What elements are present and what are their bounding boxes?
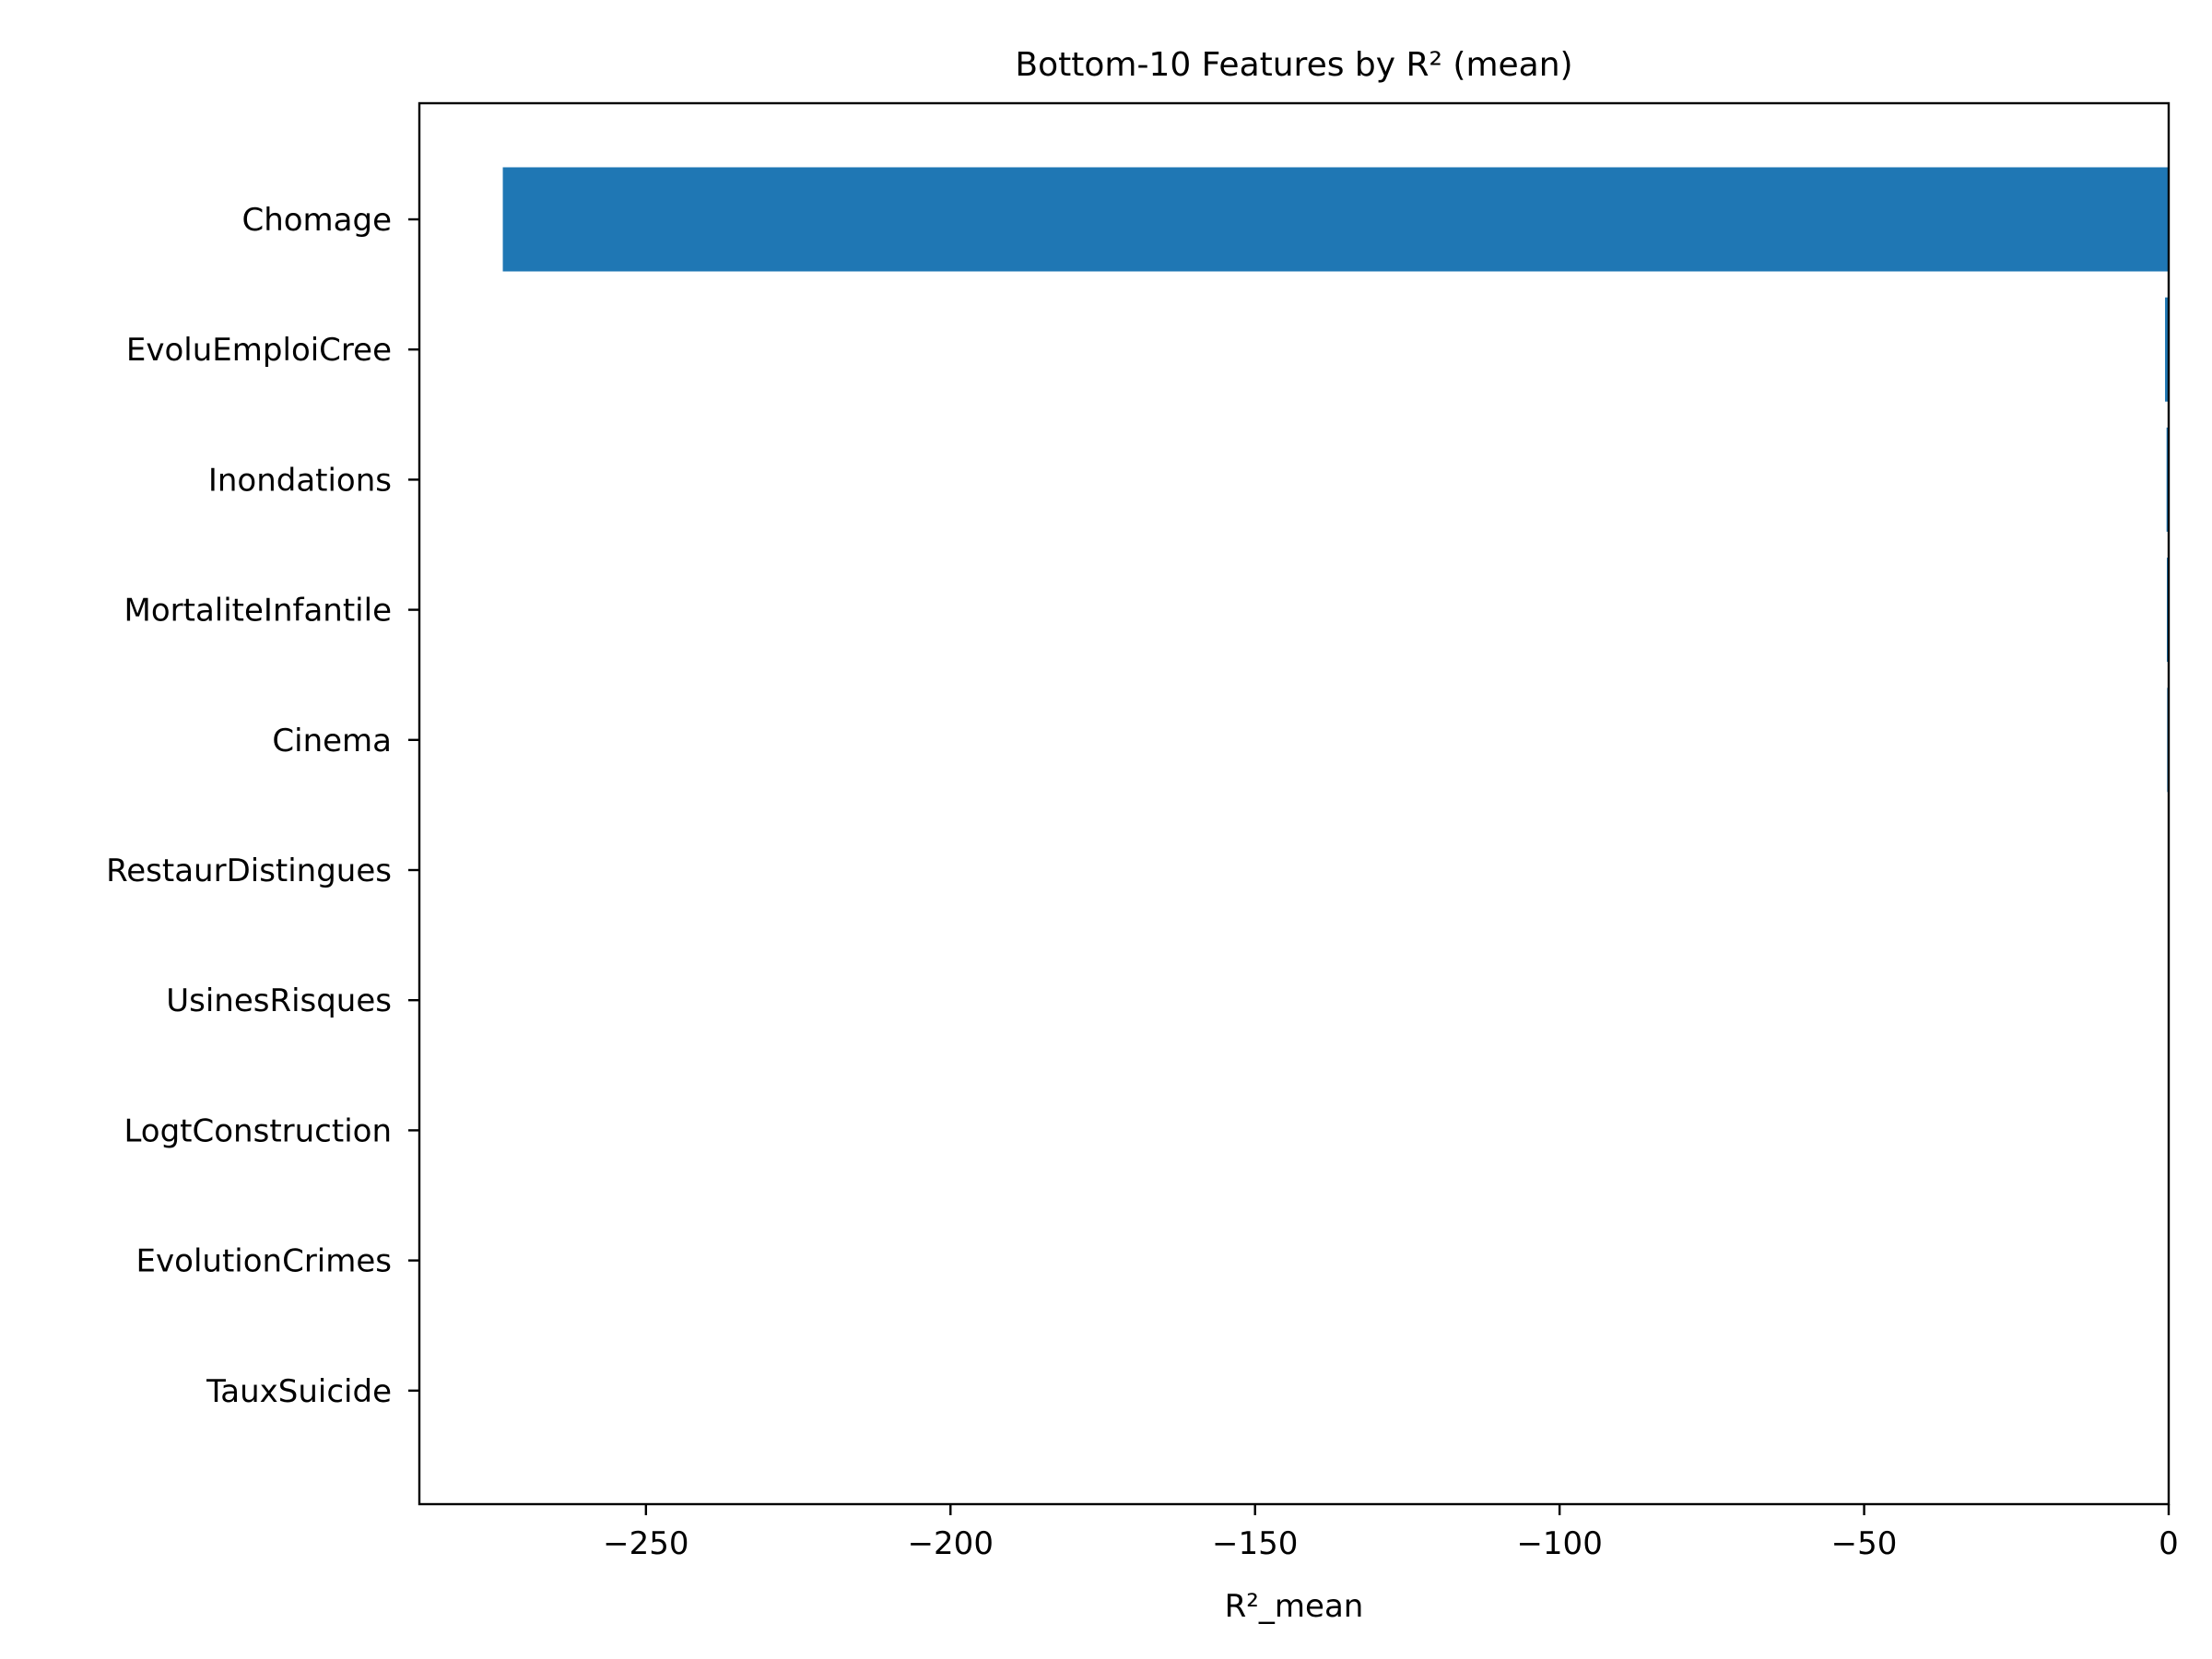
x-tick-label: −200 [908,1525,994,1562]
y-tick-label: Cinema [272,723,392,759]
y-tick-label: TauxSuicide [206,1373,392,1410]
x-axis: −250 −200 −150 −100 −50 0 [603,1504,2179,1562]
plot-frame [418,101,2171,1506]
y-tick-label: EvoluEmploiCree [126,332,392,369]
bar-EvoluEmploiCree [2165,297,2169,402]
chart-title: Bottom-10 Features by R² (mean) [1015,46,1572,84]
y-tick-label: MortaliteInfantile [124,593,393,629]
y-tick-label: EvolutionCrimes [136,1243,392,1280]
y-tick-label: LogtConstruction [124,1112,392,1149]
bar-Chomage [502,167,2169,272]
x-tick-label: −100 [1516,1525,1602,1562]
y-tick-label: RestaurDistingues [106,853,392,889]
x-tick-label: 0 [2159,1525,2179,1562]
y-tick-label: Inondations [208,462,392,499]
y-tick-label: UsinesRisques [166,982,392,1019]
x-axis-label: R²_mean [1225,1588,1364,1625]
bars-group [502,167,2169,1443]
x-tick-label: −50 [1831,1525,1898,1562]
y-axis: Chomage EvoluEmploiCree Inondations Mortali… [106,202,419,1410]
x-tick-label: −250 [603,1525,688,1562]
y-tick-label: Chomage [241,202,392,239]
x-tick-label: −150 [1212,1525,1298,1562]
